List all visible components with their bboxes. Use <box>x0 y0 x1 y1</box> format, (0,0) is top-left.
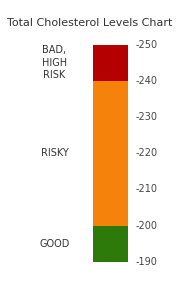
Text: -220: -220 <box>135 148 157 158</box>
Text: GOOD: GOOD <box>39 239 70 249</box>
Bar <box>93 226 128 262</box>
Text: -210: -210 <box>135 184 157 195</box>
Text: Total Cholesterol Levels Chart: Total Cholesterol Levels Chart <box>7 18 172 28</box>
Bar <box>93 81 128 226</box>
Text: -190: -190 <box>135 257 157 267</box>
Text: BAD,
HIGH
RISK: BAD, HIGH RISK <box>42 45 67 80</box>
Bar <box>93 45 128 81</box>
Text: RISKY: RISKY <box>40 148 68 158</box>
Text: -240: -240 <box>135 76 157 86</box>
Text: -250: -250 <box>135 40 157 50</box>
Text: -200: -200 <box>135 221 157 231</box>
Text: -230: -230 <box>135 112 157 122</box>
